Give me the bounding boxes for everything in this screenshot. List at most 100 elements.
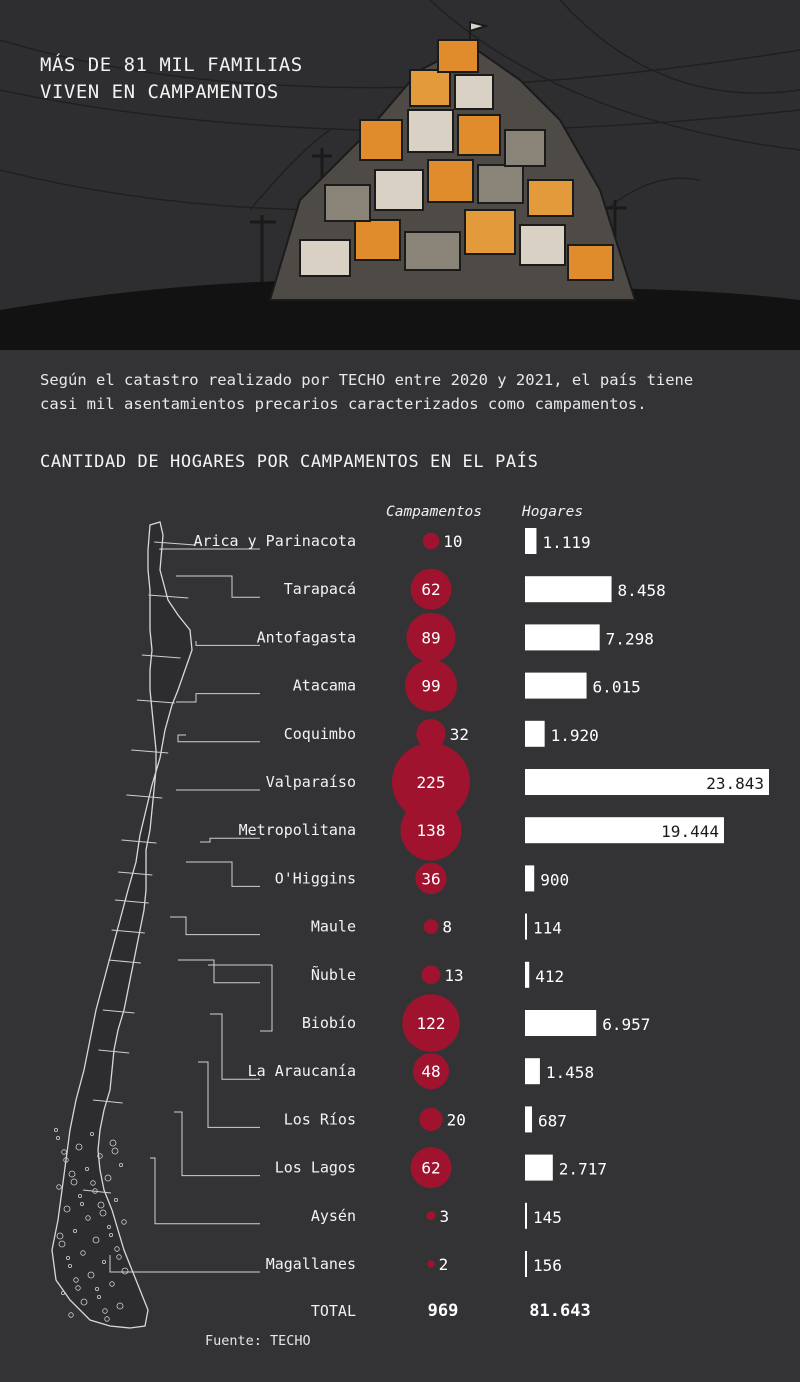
campamentos-bubble — [421, 965, 441, 985]
campamentos-value: 36 — [421, 869, 440, 888]
hogares-value: 23.843 — [706, 774, 764, 793]
campamentos-bubble — [392, 743, 470, 821]
hogares-bar — [525, 1202, 527, 1229]
island-3 — [56, 1232, 64, 1240]
island-47 — [75, 1285, 81, 1291]
campamentos-bubble — [427, 1260, 435, 1268]
hogares-bar — [525, 961, 530, 988]
hogares-value: 412 — [535, 967, 564, 986]
island-14 — [114, 1246, 120, 1252]
island-43 — [68, 1264, 73, 1269]
campamentos-value: 48 — [421, 1062, 440, 1081]
hogares-value: 114 — [533, 919, 562, 938]
region-border-1 — [154, 541, 196, 546]
region-label: Magallanes — [266, 1255, 356, 1273]
campamentos-value: 3 — [440, 1207, 450, 1226]
island-10 — [107, 1225, 112, 1230]
leader-line-biobio — [208, 964, 273, 1032]
region-label: Antofagasta — [257, 628, 356, 646]
campamentos-value: 8 — [442, 918, 452, 937]
row-valparaiso: Valparaíso 225 23.843 — [266, 743, 769, 821]
region-border-12 — [102, 1009, 135, 1014]
hogares-bar — [525, 913, 527, 940]
row-coquimbo: Coquimbo 32 1.920 — [284, 719, 599, 749]
leader-line-los-rios — [198, 1061, 260, 1128]
campamentos-bubble — [415, 862, 447, 894]
hogares-value: 1.458 — [546, 1063, 594, 1082]
hogares-value: 687 — [538, 1111, 567, 1130]
intro-line-2: casi mil asentamientos precarios caracte… — [40, 395, 647, 413]
hogares-bar — [525, 1154, 553, 1181]
leader-line-antofagasta — [195, 641, 260, 646]
hogares-bar — [525, 576, 612, 603]
region-label: Coquimbo — [284, 725, 356, 743]
leader-line-magallanes — [109, 1255, 260, 1273]
campamentos-value: 32 — [450, 725, 469, 744]
island-44 — [104, 1316, 110, 1322]
campamentos-bubble — [419, 1107, 443, 1132]
campamentos-value: 2 — [439, 1255, 449, 1274]
island-50 — [116, 1254, 122, 1260]
hogares-bar — [525, 865, 535, 892]
island-20 — [56, 1184, 62, 1190]
hogares-value: 156 — [533, 1256, 562, 1275]
hero-illustration — [0, 0, 800, 350]
hogares-value: 1.920 — [551, 726, 599, 745]
row-magallanes: Magallanes 2 156 — [266, 1251, 562, 1277]
hogares-value: 6.957 — [602, 1015, 650, 1034]
row-arica-y-parinacota: Arica y Parinacota 10 1.119 — [193, 528, 591, 554]
headline-line-1: MÁS DE 81 MIL FAMILIAS — [40, 54, 303, 76]
leader-line-arica-y-parinacota — [159, 548, 260, 550]
headline: MÁS DE 81 MIL FAMILIAS VIVEN EN CAMPAMEN… — [40, 52, 303, 106]
region-label: Los Ríos — [284, 1110, 356, 1128]
island-24 — [63, 1205, 71, 1213]
campamentos-value: 10 — [443, 532, 462, 551]
row-maule: Maule 8 114 — [311, 913, 562, 940]
total-label: TOTAL — [311, 1302, 356, 1320]
row-tarapaca: Tarapacá 62 8.458 — [284, 568, 666, 610]
island-30 — [75, 1143, 83, 1151]
island-8 — [102, 1308, 108, 1314]
hogares-value: 145 — [533, 1208, 562, 1227]
hogares-bar — [525, 720, 545, 747]
row-los-lagos: Los Lagos 62 2.717 — [275, 1147, 607, 1189]
island-35 — [121, 1219, 127, 1225]
island-18 — [121, 1267, 129, 1275]
row-aysen: Aysén 3 145 — [311, 1202, 562, 1229]
campamentos-bubble — [400, 799, 462, 861]
island-23 — [97, 1153, 103, 1159]
campamentos-bubble — [416, 719, 446, 749]
row-atacama: Atacama 99 6.015 — [293, 659, 641, 712]
source-note: Fuente: TECHO — [205, 1333, 311, 1349]
island-41 — [63, 1157, 69, 1163]
island-49 — [80, 1202, 85, 1207]
row-antofagasta: Antofagasta 89 7.298 — [257, 612, 654, 662]
hogares-bar — [525, 769, 769, 795]
island-32 — [80, 1250, 86, 1256]
row-la-araucania: La Araucanía 48 1.458 — [248, 1053, 594, 1090]
campamentos-bubble — [426, 1211, 436, 1221]
campamentos-value: 89 — [421, 628, 440, 647]
island-22 — [61, 1291, 66, 1296]
region-border-2 — [148, 594, 189, 599]
region-label: O'Higgins — [275, 869, 356, 887]
island-4 — [95, 1287, 100, 1292]
campamentos-bubble — [405, 659, 457, 712]
island-38 — [92, 1188, 98, 1194]
leader-line-metropolitana — [200, 837, 260, 843]
hogares-value: 8.458 — [618, 581, 666, 600]
region-label: Maule — [311, 918, 356, 936]
island-26 — [68, 1312, 74, 1318]
hogares-bar — [525, 624, 600, 651]
region-leader-lines — [109, 548, 273, 1273]
island-40 — [97, 1295, 102, 1300]
leader-line-la-araucania — [210, 1013, 260, 1080]
hogares-value: 7.298 — [606, 629, 654, 648]
island-19 — [90, 1132, 95, 1137]
region-label: Atacama — [293, 677, 356, 695]
hogares-value: 2.717 — [559, 1160, 607, 1179]
region-label: Biobío — [302, 1014, 356, 1032]
region-border-7 — [121, 839, 157, 844]
campamentos-bubble — [423, 919, 439, 934]
leader-line-los-lagos — [174, 1111, 260, 1177]
